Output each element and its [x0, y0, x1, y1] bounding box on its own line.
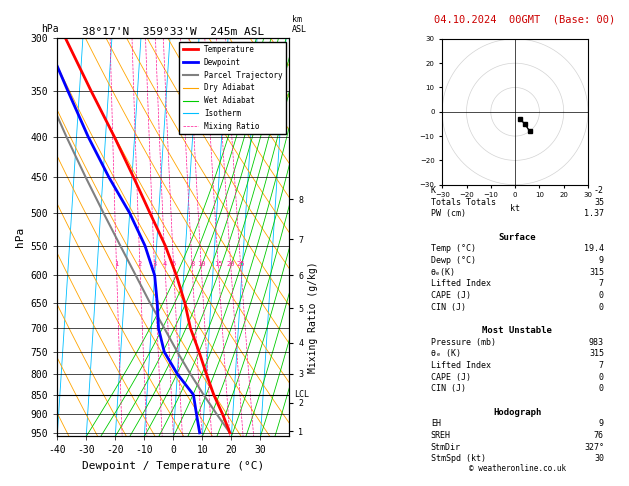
Text: © weatheronline.co.uk: © weatheronline.co.uk — [469, 464, 566, 473]
Text: 315: 315 — [589, 268, 604, 277]
Text: 0: 0 — [599, 373, 604, 382]
Text: Most Unstable: Most Unstable — [482, 326, 552, 335]
Text: 0: 0 — [599, 303, 604, 312]
Text: CIN (J): CIN (J) — [431, 384, 466, 393]
Text: km
ASL: km ASL — [292, 15, 307, 34]
Text: θₑ (K): θₑ (K) — [431, 349, 461, 358]
Text: 25: 25 — [237, 261, 245, 267]
Text: hPa: hPa — [41, 24, 58, 34]
Text: Temp (°C): Temp (°C) — [431, 244, 476, 253]
Text: PW (cm): PW (cm) — [431, 209, 466, 218]
Text: 19.4: 19.4 — [584, 244, 604, 253]
Text: 7: 7 — [599, 361, 604, 370]
Y-axis label: hPa: hPa — [15, 227, 25, 247]
Text: 5: 5 — [172, 261, 175, 267]
Text: Dewp (°C): Dewp (°C) — [431, 256, 476, 265]
Text: 0: 0 — [599, 291, 604, 300]
Text: CAPE (J): CAPE (J) — [431, 291, 471, 300]
Text: K: K — [431, 186, 436, 195]
Text: 3: 3 — [152, 261, 157, 267]
Text: LCL: LCL — [294, 390, 309, 399]
Text: 0: 0 — [599, 384, 604, 393]
Text: 04.10.2024  00GMT  (Base: 00): 04.10.2024 00GMT (Base: 00) — [434, 15, 615, 25]
Text: 1: 1 — [114, 261, 119, 267]
Text: Mixing Ratio (g/kg): Mixing Ratio (g/kg) — [308, 261, 318, 373]
Text: Lifted Index: Lifted Index — [431, 279, 491, 288]
Text: 8: 8 — [190, 261, 194, 267]
Text: CAPE (J): CAPE (J) — [431, 373, 471, 382]
Text: Lifted Index: Lifted Index — [431, 361, 491, 370]
Text: 20: 20 — [226, 261, 235, 267]
Text: 9: 9 — [599, 419, 604, 428]
Text: StmDir: StmDir — [431, 443, 461, 451]
Text: Totals Totals: Totals Totals — [431, 198, 496, 207]
Text: Pressure (mb): Pressure (mb) — [431, 338, 496, 347]
X-axis label: kt: kt — [510, 204, 520, 213]
Text: SREH: SREH — [431, 431, 451, 440]
Title: 38°17'N  359°33'W  245m ASL: 38°17'N 359°33'W 245m ASL — [82, 27, 264, 37]
Text: 76: 76 — [594, 431, 604, 440]
X-axis label: Dewpoint / Temperature (°C): Dewpoint / Temperature (°C) — [82, 461, 264, 471]
Text: 9: 9 — [599, 256, 604, 265]
Text: 35: 35 — [594, 198, 604, 207]
Text: 7: 7 — [599, 279, 604, 288]
Text: 30: 30 — [594, 454, 604, 463]
Text: 10: 10 — [197, 261, 206, 267]
Text: EH: EH — [431, 419, 441, 428]
Text: 4: 4 — [163, 261, 167, 267]
Text: StmSpd (kt): StmSpd (kt) — [431, 454, 486, 463]
Text: Surface: Surface — [499, 233, 536, 242]
Text: Hodograph: Hodograph — [493, 408, 542, 417]
Text: 15: 15 — [214, 261, 223, 267]
Text: 1.37: 1.37 — [584, 209, 604, 218]
Text: 983: 983 — [589, 338, 604, 347]
Text: 315: 315 — [589, 349, 604, 358]
Text: θₑ(K): θₑ(K) — [431, 268, 456, 277]
Text: CIN (J): CIN (J) — [431, 303, 466, 312]
Text: -2: -2 — [594, 186, 604, 195]
Legend: Temperature, Dewpoint, Parcel Trajectory, Dry Adiabat, Wet Adiabat, Isotherm, Mi: Temperature, Dewpoint, Parcel Trajectory… — [179, 42, 286, 134]
Text: 2: 2 — [138, 261, 142, 267]
Text: 327°: 327° — [584, 443, 604, 451]
